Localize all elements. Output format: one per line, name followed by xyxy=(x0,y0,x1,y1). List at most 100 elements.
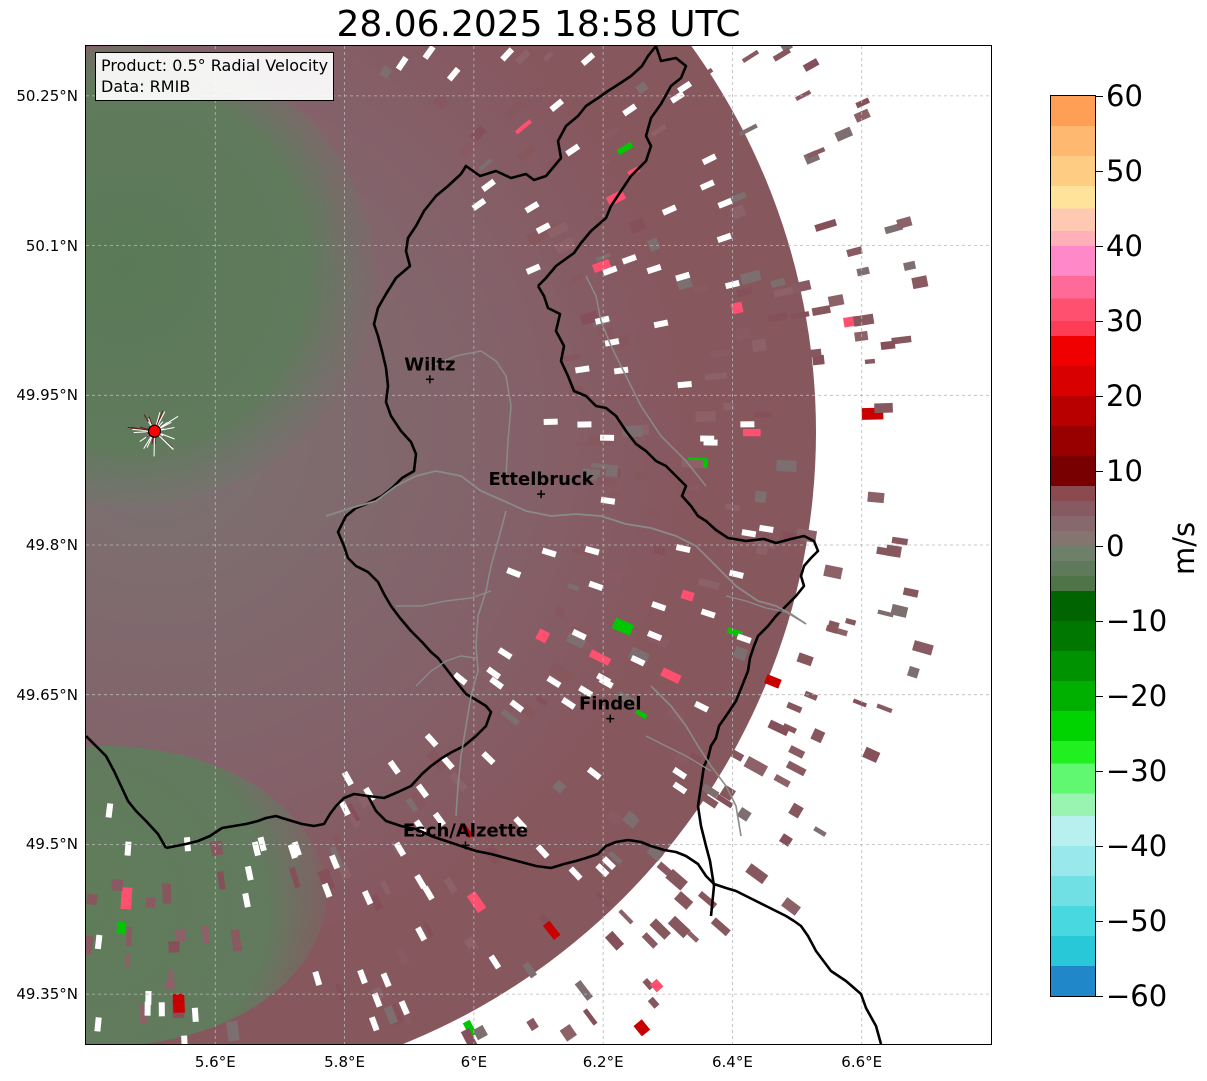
echo-bin xyxy=(111,878,124,892)
echo-bin xyxy=(379,65,393,79)
no-data-bin xyxy=(424,733,439,748)
colorbar-segment xyxy=(1051,186,1095,209)
river-alzette xyxy=(455,510,507,817)
colorbar-segment xyxy=(1051,651,1095,682)
no-data-bin xyxy=(669,90,685,104)
echo-bin xyxy=(423,922,435,938)
colorbar-segment xyxy=(1051,621,1095,652)
echo-bin xyxy=(745,863,769,885)
echo-bin xyxy=(736,286,753,298)
no-data-bin xyxy=(541,547,557,558)
echo-bin xyxy=(429,900,446,923)
echo-bin xyxy=(124,953,131,969)
inbound-region-northwest xyxy=(86,46,376,506)
echo-bin xyxy=(649,918,671,940)
echo-bin xyxy=(409,791,427,810)
echo-bin xyxy=(616,141,634,156)
echo-bin xyxy=(743,755,769,777)
echo-bin xyxy=(432,93,450,111)
no-data-bin xyxy=(577,421,592,428)
colorbar-tick-mark xyxy=(1096,696,1103,697)
no-data-bin xyxy=(565,143,581,157)
city-markers: Wiltz Ettelbruck Findel Esch/Alzette xyxy=(403,354,642,850)
echo-bin xyxy=(116,921,126,935)
echo-bin xyxy=(767,719,790,737)
colorbar-tick-mark xyxy=(1096,846,1103,847)
echo-bin xyxy=(567,583,580,592)
radar-map[interactable]: Wiltz Ettelbruck Findel Esch/Alzette Produc… xyxy=(85,45,992,1045)
no-data-bin xyxy=(321,882,333,898)
no-data-bin xyxy=(675,271,691,282)
echo-bin xyxy=(647,996,660,1009)
colorbar-segment xyxy=(1051,486,1095,502)
no-data-bin xyxy=(546,675,562,689)
echo-bin xyxy=(877,609,894,618)
echo-bin xyxy=(700,67,714,79)
echo-bin xyxy=(788,802,804,819)
colorbar-segment xyxy=(1051,396,1095,427)
radar-velocity-field: Wiltz Ettelbruck Findel Esch/Alzette xyxy=(86,46,991,1044)
lat-tick-label: 50.25°N xyxy=(16,86,78,105)
echo-bin xyxy=(739,269,762,285)
echo-bin xyxy=(697,577,720,591)
no-data-bin xyxy=(672,766,688,780)
no-data-bin xyxy=(580,52,596,66)
colorbar-segment xyxy=(1051,793,1095,817)
echo-bin xyxy=(596,186,619,206)
colorbar-segment xyxy=(1051,276,1095,299)
echo-bin xyxy=(826,620,840,634)
colorbar-segment xyxy=(1051,531,1095,547)
colorbar-tick-mark xyxy=(1096,921,1103,922)
colorbar-tick-mark xyxy=(1096,621,1103,622)
river-pétrusse xyxy=(645,735,712,772)
echo-bin xyxy=(767,312,788,323)
no-data-bin xyxy=(393,841,407,857)
colorbar-tick-label: 30 xyxy=(1106,304,1143,338)
echo-bin xyxy=(522,961,538,979)
colorbar-tick-mark xyxy=(1096,996,1103,997)
echo-bin xyxy=(162,883,172,904)
no-data-bin xyxy=(703,439,718,446)
echo-bin xyxy=(581,910,599,928)
echo-bin xyxy=(810,728,826,744)
colorbar-tick-label: 60 xyxy=(1106,79,1143,113)
no-data-bin xyxy=(422,46,436,60)
echo-bin xyxy=(709,349,730,359)
lat-tick-label: 49.95°N xyxy=(16,386,78,405)
colorbar-segment xyxy=(1051,561,1095,577)
no-data-bin xyxy=(653,319,669,329)
no-data-bin xyxy=(574,365,590,374)
radar-site xyxy=(127,410,179,457)
no-data-bin xyxy=(621,254,637,265)
river-wiltz xyxy=(430,350,512,477)
echo-bin xyxy=(790,311,810,320)
colorbar-segment xyxy=(1051,591,1095,622)
echo-bin xyxy=(201,925,210,944)
no-data-bin xyxy=(701,153,717,166)
colorbar-segment xyxy=(1051,681,1095,712)
no-data-bin xyxy=(699,179,715,191)
colorbar-segment xyxy=(1051,516,1095,532)
city-esch-alzette: Esch/Alzette xyxy=(403,820,528,850)
country-borders xyxy=(86,46,883,1044)
colorbar-segment xyxy=(1051,501,1095,517)
echo-bin xyxy=(853,108,871,123)
echo-bin xyxy=(814,218,838,232)
no-data-bin xyxy=(244,865,254,881)
echo-bin xyxy=(804,348,822,359)
echo-bin xyxy=(209,840,224,857)
no-data-bin xyxy=(422,885,435,901)
river-moselle xyxy=(650,685,742,837)
echo-bin xyxy=(772,47,791,62)
echo-bin xyxy=(458,137,481,159)
no-data-bin xyxy=(535,222,551,235)
no-data-bin xyxy=(488,954,502,970)
lat-tick-label: 50.1°N xyxy=(25,236,78,255)
echo-bin xyxy=(369,894,384,912)
colorbar-segment xyxy=(1051,711,1095,742)
echo-bin xyxy=(403,1011,413,1026)
no-data-bin xyxy=(513,816,528,831)
echo-speckles xyxy=(86,46,934,1044)
lat-tick-label: 49.8°N xyxy=(25,536,78,554)
echo-bin xyxy=(635,709,648,720)
